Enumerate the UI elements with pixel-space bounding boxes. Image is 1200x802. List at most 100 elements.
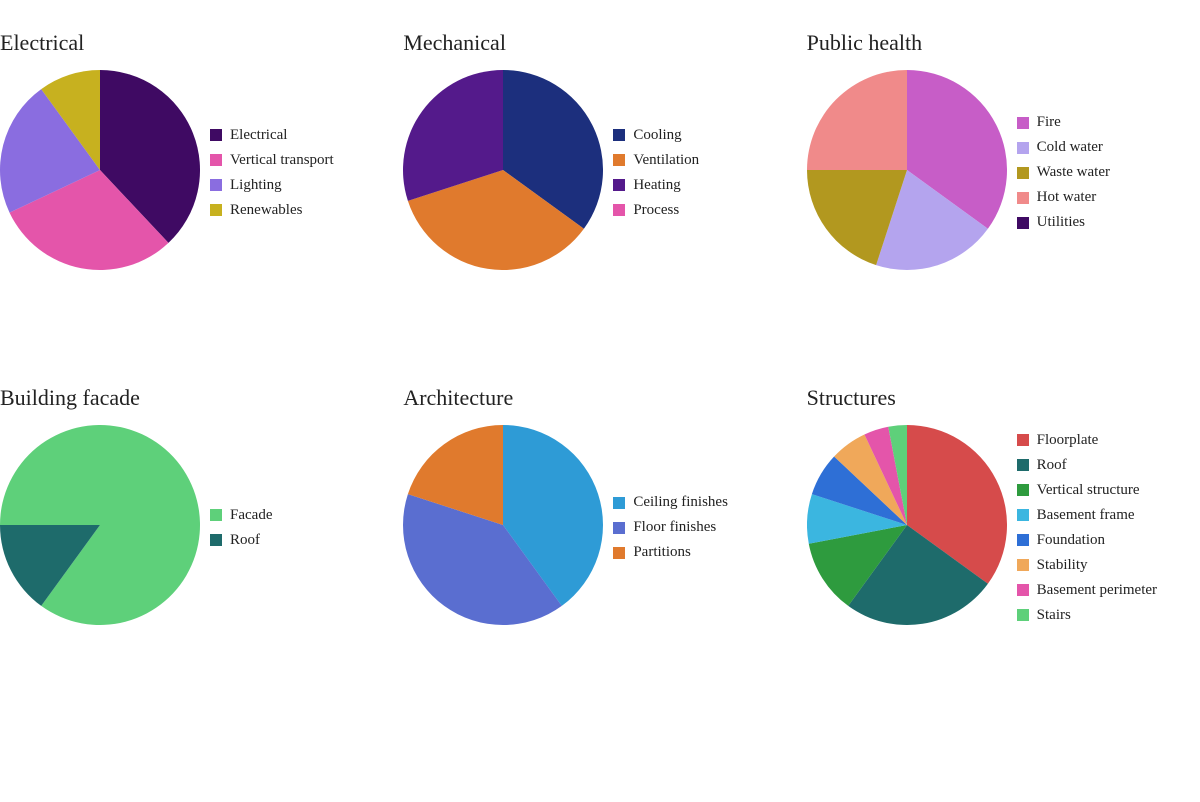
legend-item: Basement frame	[1017, 507, 1157, 524]
legend-swatch	[613, 497, 625, 509]
legend-label: Floor finishes	[633, 519, 716, 536]
legend-label: Floorplate	[1037, 432, 1099, 449]
legend-swatch	[613, 547, 625, 559]
legend-item: Lighting	[210, 177, 334, 194]
pie-chart	[807, 425, 1007, 630]
legend-item: Floorplate	[1017, 432, 1157, 449]
legend-swatch	[1017, 559, 1029, 571]
legend-swatch	[613, 204, 625, 216]
chart-body: Fire Cold water Waste water Hot water Utilit…	[807, 70, 1200, 275]
legend-swatch	[1017, 167, 1029, 179]
legend-item: Ceiling finishes	[613, 494, 728, 511]
chart-body: Cooling Ventilation Heating Process	[403, 70, 796, 275]
legend: Floorplate Roof Vertical structure Basement…	[1017, 432, 1157, 624]
legend-item: Process	[613, 202, 699, 219]
chart-title: Structures	[807, 385, 1200, 411]
legend-swatch	[210, 509, 222, 521]
legend-label: Renewables	[230, 202, 302, 219]
pie-chart	[0, 70, 200, 275]
chart-title: Architecture	[403, 385, 796, 411]
legend-swatch	[1017, 192, 1029, 204]
legend-item: Roof	[1017, 457, 1157, 474]
legend-item: Ventilation	[613, 152, 699, 169]
pie-chart	[807, 70, 1007, 275]
pie-chart	[403, 425, 603, 630]
legend-label: Cold water	[1037, 139, 1103, 156]
legend-item: Renewables	[210, 202, 334, 219]
legend-label: Process	[633, 202, 679, 219]
chart-body: Facade Roof	[0, 425, 393, 630]
legend-label: Waste water	[1037, 164, 1110, 181]
chart-body: Floorplate Roof Vertical structure Basement…	[807, 425, 1200, 630]
legend-item: Facade	[210, 507, 272, 524]
legend-item: Cold water	[1017, 139, 1110, 156]
legend-label: Electrical	[230, 127, 287, 144]
legend-label: Basement frame	[1037, 507, 1135, 524]
chart-title: Public health	[807, 30, 1200, 56]
legend-label: Hot water	[1037, 189, 1097, 206]
legend: Fire Cold water Waste water Hot water Utilit…	[1017, 114, 1110, 231]
legend-label: Vertical transport	[230, 152, 334, 169]
legend-swatch	[1017, 609, 1029, 621]
chart-title: Building facade	[0, 385, 393, 411]
legend-label: Lighting	[230, 177, 282, 194]
legend: Electrical Vertical transport Lighting Rene…	[210, 127, 334, 219]
legend-swatch	[613, 179, 625, 191]
legend-item: Stability	[1017, 557, 1157, 574]
legend-label: Foundation	[1037, 532, 1105, 549]
legend-label: Stairs	[1037, 607, 1071, 624]
chart-body: Ceiling finishes Floor finishes Partitions	[403, 425, 796, 630]
legend-label: Roof	[230, 532, 260, 549]
legend-item: Hot water	[1017, 189, 1110, 206]
legend-item: Waste water	[1017, 164, 1110, 181]
legend-item: Electrical	[210, 127, 334, 144]
legend-item: Utilities	[1017, 214, 1110, 231]
legend-label: Utilities	[1037, 214, 1085, 231]
legend-swatch	[613, 129, 625, 141]
legend-swatch	[1017, 509, 1029, 521]
legend-swatch	[1017, 584, 1029, 596]
legend: Ceiling finishes Floor finishes Partitions	[613, 494, 728, 561]
legend-swatch	[1017, 142, 1029, 154]
legend-item: Fire	[1017, 114, 1110, 131]
legend-label: Roof	[1037, 457, 1067, 474]
pie-chart	[403, 70, 603, 275]
legend-swatch	[1017, 459, 1029, 471]
legend: Facade Roof	[210, 507, 272, 549]
legend-swatch	[210, 154, 222, 166]
legend-label: Stability	[1037, 557, 1088, 574]
legend-swatch	[1017, 117, 1029, 129]
legend-label: Ventilation	[633, 152, 699, 169]
legend-swatch	[1017, 534, 1029, 546]
legend-swatch	[1017, 434, 1029, 446]
legend-swatch	[210, 129, 222, 141]
chart-cell-building-facade: Building facade Facade Roof	[0, 385, 393, 710]
legend-label: Heating	[633, 177, 680, 194]
legend-swatch	[1017, 217, 1029, 229]
legend-label: Ceiling finishes	[633, 494, 728, 511]
chart-cell-mechanical: Mechanical Cooling Ventilation Heating Proce…	[403, 30, 796, 355]
legend-item: Vertical transport	[210, 152, 334, 169]
legend-item: Roof	[210, 532, 272, 549]
legend-item: Foundation	[1017, 532, 1157, 549]
legend-swatch	[210, 179, 222, 191]
legend-item: Cooling	[613, 127, 699, 144]
chart-cell-public-health: Public health Fire Cold water Waste water Ho…	[807, 30, 1200, 355]
chart-cell-electrical: Electrical Electrical Vertical transport Li…	[0, 30, 393, 355]
legend-swatch	[613, 154, 625, 166]
legend-swatch	[1017, 484, 1029, 496]
legend-item: Heating	[613, 177, 699, 194]
chart-cell-structures: Structures Floorplate Roof Vertical structu…	[807, 385, 1200, 710]
chart-body: Electrical Vertical transport Lighting Rene…	[0, 70, 393, 275]
legend-item: Floor finishes	[613, 519, 728, 536]
chart-title: Electrical	[0, 30, 393, 56]
legend-label: Partitions	[633, 544, 691, 561]
chart-title: Mechanical	[403, 30, 796, 56]
legend-label: Cooling	[633, 127, 681, 144]
pie-slice-public-health-3	[807, 70, 907, 170]
legend-swatch	[210, 204, 222, 216]
legend-label: Vertical structure	[1037, 482, 1140, 499]
legend-swatch	[210, 534, 222, 546]
legend-label: Facade	[230, 507, 272, 524]
legend-label: Fire	[1037, 114, 1061, 131]
